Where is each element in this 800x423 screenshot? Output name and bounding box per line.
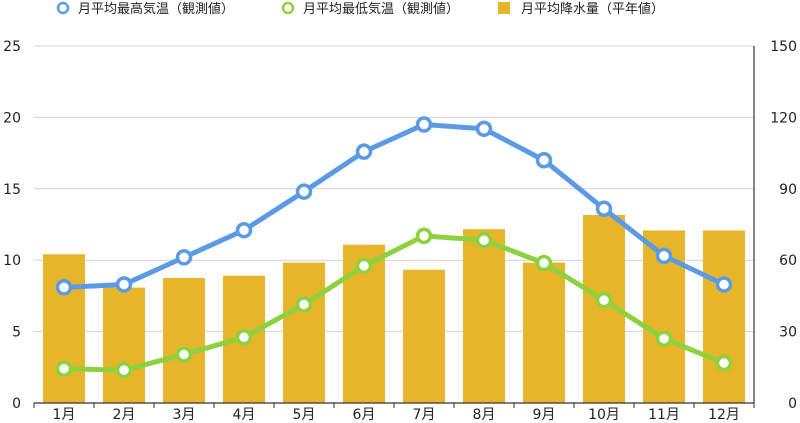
line-series-0 — [61, 122, 727, 290]
point-series-1-2月 — [115, 361, 133, 379]
point-series-1-4月 — [235, 329, 253, 346]
point-series-0-2月 — [115, 276, 133, 293]
y-right-tick-label-0: 0 — [788, 396, 797, 412]
precip-bar-8月 — [463, 229, 505, 403]
point-series-1-5月 — [295, 296, 313, 313]
precip-bar-3月 — [163, 278, 205, 403]
grid-lines — [34, 45, 754, 333]
legend-label-2: 月平均降水量（平年値） — [521, 1, 664, 17]
y-right-tick-label-150: 150 — [770, 39, 797, 55]
y-left-tick-label-15: 15 — [3, 182, 21, 198]
x-tick-label-3月: 3月 — [173, 407, 196, 423]
point-series-0-12月 — [715, 276, 733, 293]
x-tick-label-7月: 7月 — [413, 407, 436, 423]
precip-bar-5月 — [283, 262, 325, 403]
point-series-1-9月 — [535, 254, 553, 272]
precip-bar-1月 — [43, 254, 85, 403]
x-tick-label-10月: 10月 — [588, 407, 620, 423]
x-tick-label-4月: 4月 — [233, 407, 256, 423]
point-series-0-5月 — [295, 183, 313, 200]
legend-marker-1 — [281, 1, 295, 15]
axes — [33, 46, 755, 408]
precip-bar-12月 — [703, 230, 745, 403]
temperature-lines — [55, 116, 733, 379]
point-series-1-12月 — [715, 354, 733, 372]
precipitation-bars — [43, 214, 745, 403]
point-series-0-9月 — [535, 151, 553, 169]
point-series-1-3月 — [175, 346, 193, 363]
legend-label-1: 月平均最低気温（観測値） — [303, 1, 459, 17]
x-tick-label-6月: 6月 — [353, 407, 376, 423]
x-tick-label-1月: 1月 — [53, 407, 76, 423]
x-tick-label-9月: 9月 — [533, 407, 556, 423]
point-series-0-11月 — [655, 247, 673, 265]
y-left-tick-label-25: 25 — [3, 39, 21, 55]
point-series-1-1月 — [55, 360, 73, 377]
legend: 月平均最高気温（観測値） 月平均最低気温（観測値） 月平均降水量（平年値） — [56, 1, 664, 17]
point-series-0-8月 — [475, 120, 493, 138]
y-right-tick-label-120: 120 — [770, 110, 797, 126]
precip-bar-2月 — [103, 287, 145, 403]
point-series-1-7月 — [415, 227, 433, 245]
y-right-tick-label-60: 60 — [779, 253, 797, 269]
legend-swatch-2 — [498, 2, 510, 14]
y-left-tick-label-5: 5 — [12, 325, 21, 341]
legend-label-0: 月平均最高気温（観測値） — [78, 1, 234, 17]
tick-labels: 1月 2月 3月 4月 5月 6月 7月 8月 9月 10月 11月 12月 0 5 10 15 20 25 0 30… — [3, 39, 797, 423]
point-series-1-10月 — [595, 291, 613, 309]
x-tick-label-8月: 8月 — [473, 407, 496, 423]
x-tick-label-11月: 11月 — [648, 407, 680, 423]
legend-marker-0 — [56, 1, 70, 15]
point-series-1-11月 — [655, 330, 673, 347]
point-series-1-8月 — [475, 231, 493, 249]
x-tick-label-12月: 12月 — [708, 407, 740, 423]
point-series-0-6月 — [355, 143, 373, 160]
line-series-1 — [61, 233, 727, 373]
precip-bar-7月 — [403, 269, 445, 403]
point-series-0-4月 — [235, 221, 253, 239]
y-right-tick-label-30: 30 — [779, 325, 797, 341]
point-series-0-7月 — [415, 116, 433, 133]
y-left-tick-label-0: 0 — [12, 396, 21, 412]
point-series-0-10月 — [595, 200, 613, 218]
x-tick-label-2月: 2月 — [113, 407, 136, 423]
x-tick-label-5月: 5月 — [293, 407, 316, 423]
y-right-tick-label-90: 90 — [779, 182, 797, 198]
point-series-0-1月 — [55, 279, 73, 296]
y-left-tick-label-10: 10 — [3, 253, 21, 269]
point-series-0-3月 — [175, 249, 193, 266]
y-left-tick-label-20: 20 — [3, 110, 21, 126]
precip-bar-9月 — [523, 262, 565, 403]
point-series-1-6月 — [355, 257, 373, 275]
